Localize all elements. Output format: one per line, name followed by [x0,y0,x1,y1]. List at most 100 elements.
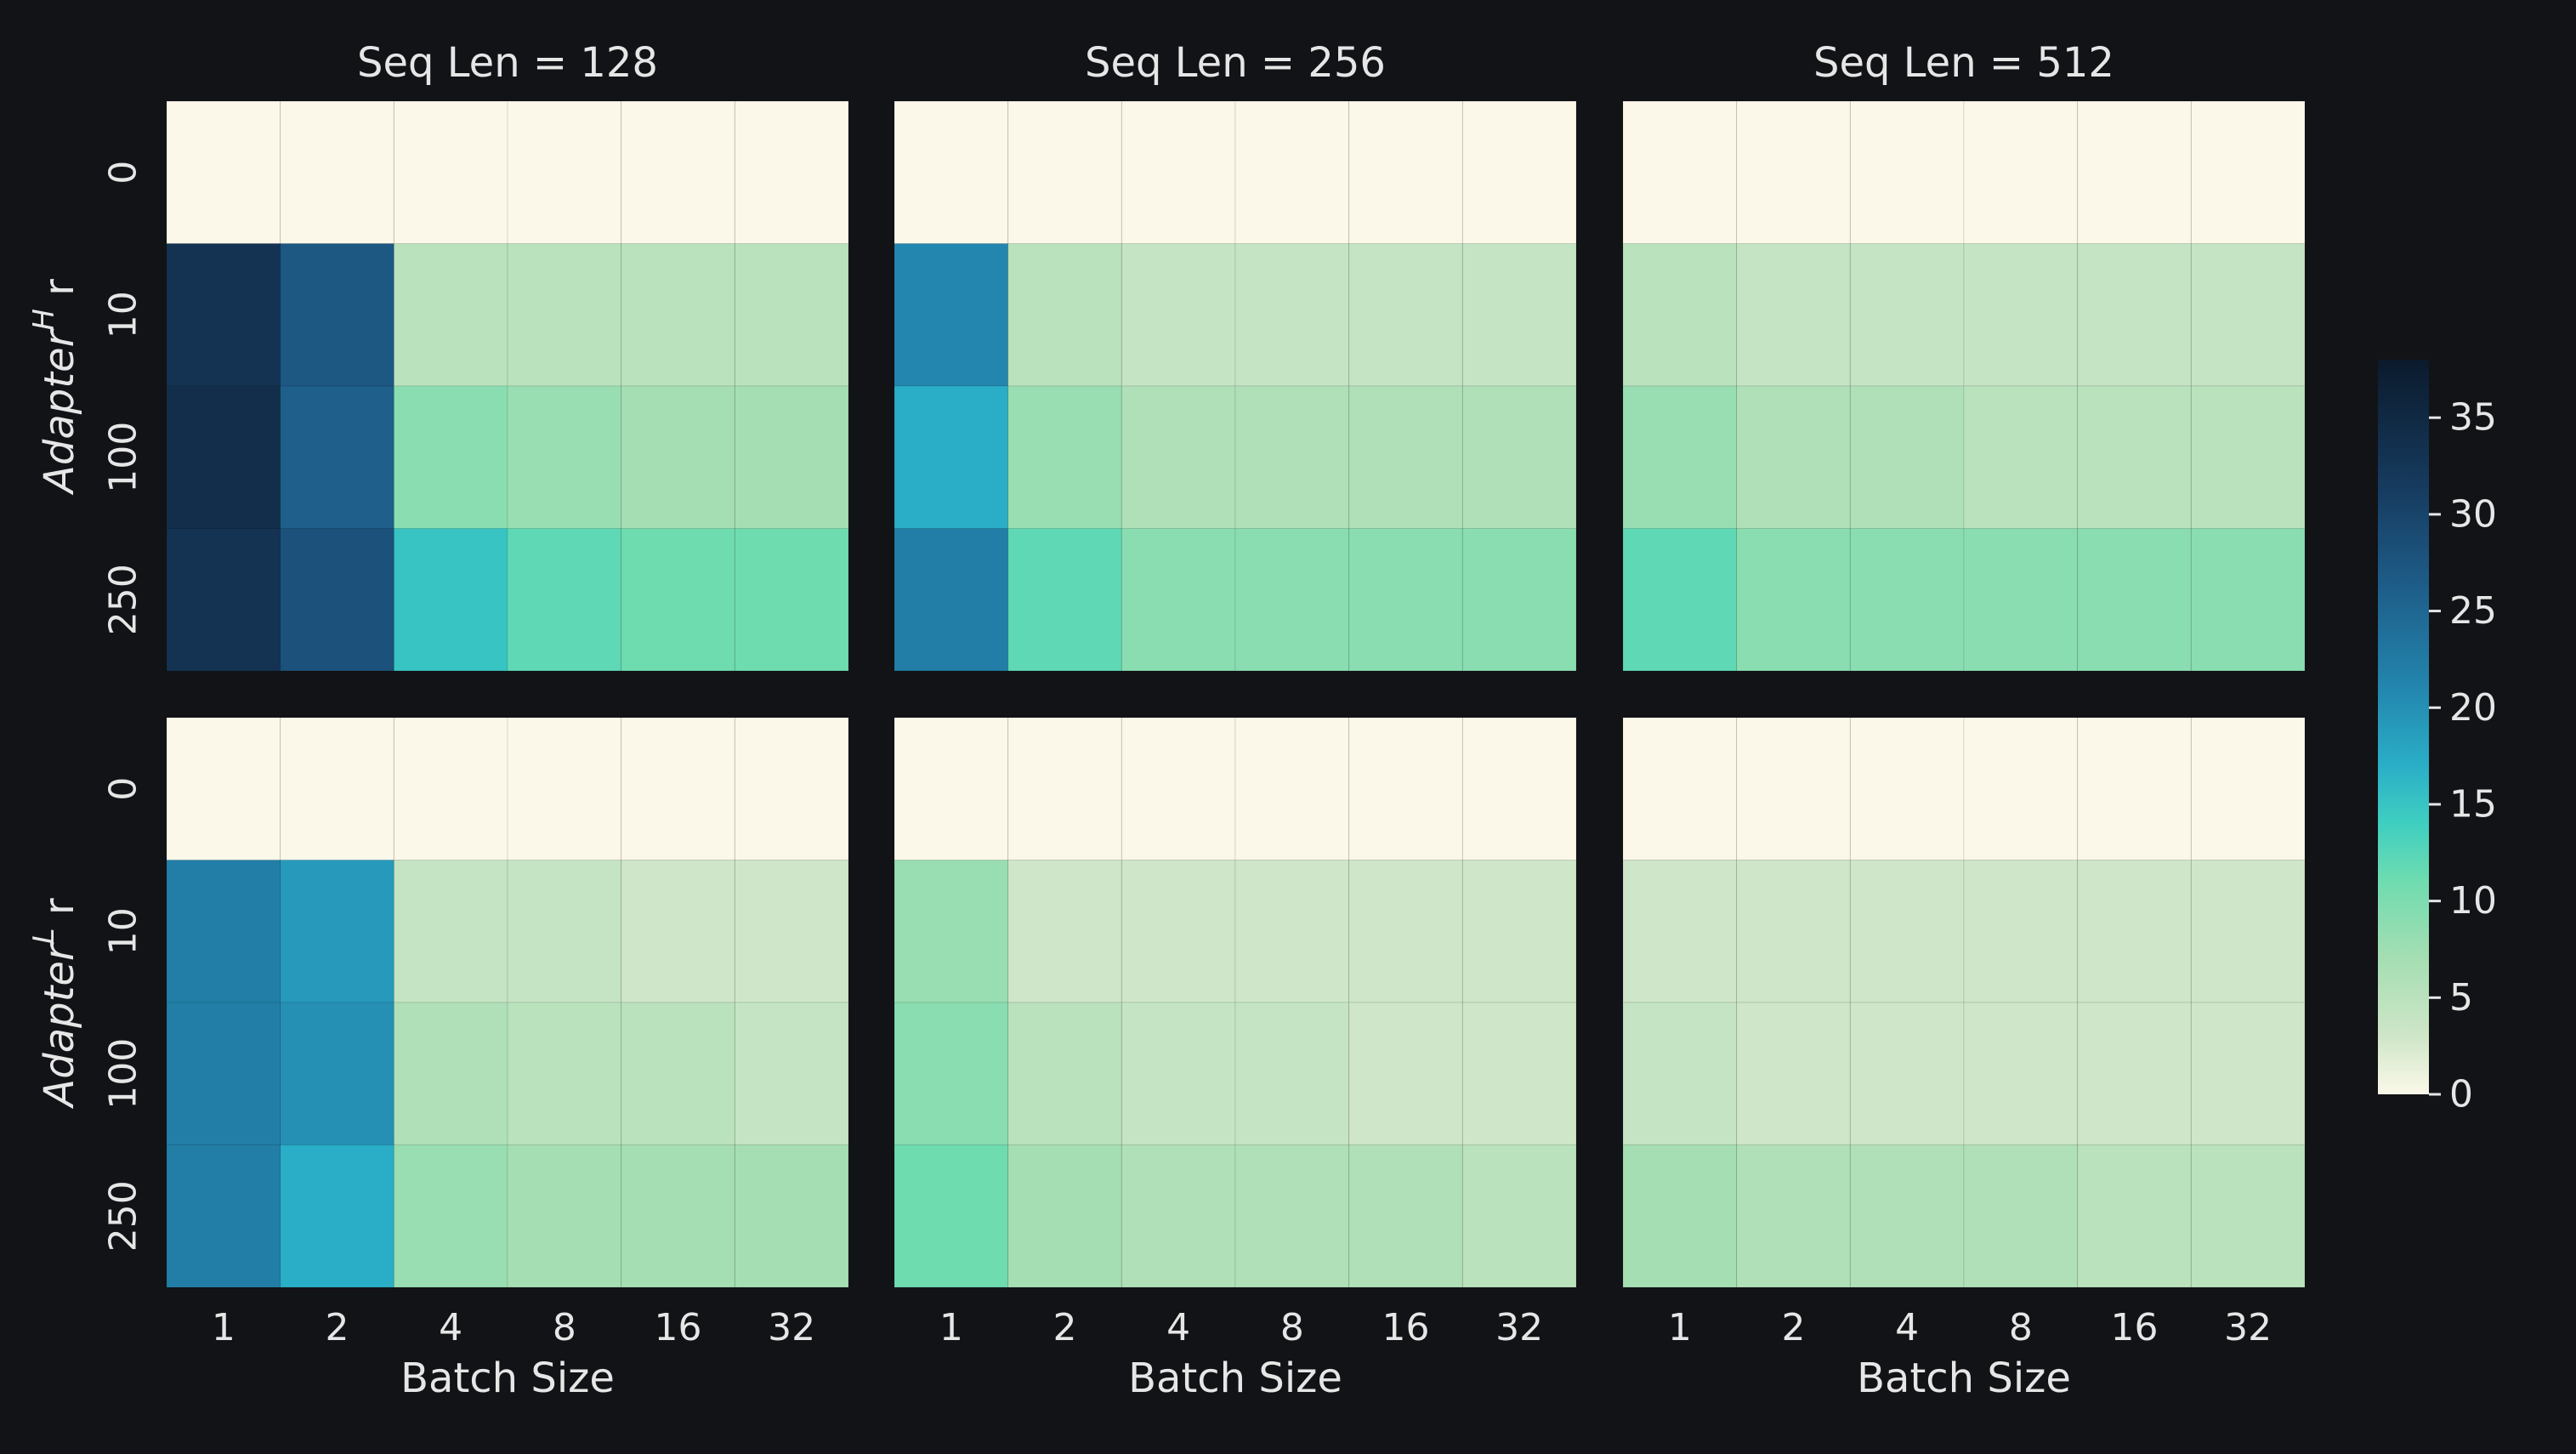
heatmap-cell [1461,528,1577,672]
heatmap-cell [280,860,394,1003]
heatmap-cell [1622,100,1738,244]
y-axis-label-main: Adapter [36,941,83,1110]
heatmap-cell [507,100,622,244]
heatmap-cell [393,100,508,244]
heatmap-cell [734,860,849,1003]
heatmap-cell [166,1144,281,1288]
heatmap-cell [2077,717,2192,860]
heatmap-cell [621,528,735,672]
heatmap-cell [393,528,508,672]
heatmap-cell [1007,528,1122,672]
heatmap-cell [1622,717,1738,860]
heatmap-cell [1234,860,1350,1003]
heatmap-cell [1234,243,1350,387]
y-tick-label: 250 [102,1180,145,1252]
heatmap-cell [894,243,1009,387]
x-axis-label: Batch Size [400,1355,615,1402]
heatmap-cell [1963,100,2079,244]
heatmap-panel-r0-c2 [1622,100,2306,672]
colorbar-tick-label: 15 [2449,782,2497,826]
y-axis-label: AdapterH r [27,279,83,496]
heatmap-cell [621,243,735,387]
heatmap-cell [894,860,1009,1003]
heatmap-cell [1348,1144,1463,1288]
x-tick-label: 4 [1895,1306,1919,1349]
heatmap-cell [507,717,622,860]
heatmap-cell [621,100,735,244]
heatmap-cell [393,1002,508,1145]
heatmap-cell [393,385,508,529]
heatmap-cell [1736,860,1851,1003]
heatmap-cell [2077,528,2192,672]
heatmap-cell [1234,717,1350,860]
heatmap-cell [280,528,394,672]
heatmap-cell [166,385,281,529]
heatmap-cell [2077,860,2192,1003]
x-tick-label: 1 [1668,1306,1692,1349]
x-tick-label: 32 [2224,1306,2272,1349]
heatmap-panel-r1-c2 [1622,717,2306,1288]
heatmap-cell [1963,385,2079,529]
heatmap-cell [621,1144,735,1288]
heatmap-cell [621,860,735,1003]
heatmap-cell [734,528,849,672]
heatmap-cell [1849,860,1965,1003]
heatmap-cell [1963,717,2079,860]
heatmap-cell [1234,528,1350,672]
heatmap-cell [1121,717,1236,860]
heatmap-cell [1622,1144,1738,1288]
y-tick-label: 100 [102,1038,145,1110]
heatmap-cell [1461,1002,1577,1145]
heatmap-cell [280,1002,394,1145]
colorbar-gradient [2378,360,2429,1094]
heatmap-cell [507,385,622,529]
heatmap-cell [1963,1144,2079,1288]
heatmap-cell [280,717,394,860]
heatmap-cell [2077,1144,2192,1288]
heatmap-cell [2077,243,2192,387]
heatmap-cell [166,717,281,860]
heatmap-cell [1849,1002,1965,1145]
colorbar-tick-label: 25 [2449,589,2497,633]
heatmap-cell [1849,1144,1965,1288]
colorbar-tick-label: 20 [2449,686,2497,730]
heatmap-cell [1736,100,1851,244]
heatmap-cell [1007,860,1122,1003]
heatmap-panels [166,100,2306,1288]
heatmap-cell [166,100,281,244]
y-axis-label-suffix: r [36,279,83,309]
heatmap-cell [2190,860,2306,1003]
heatmap-cell [621,1002,735,1145]
heatmap-cell [1736,528,1851,672]
y-tick-label: 250 [102,564,145,635]
heatmap-cell [734,1144,849,1288]
heatmap-cell [1736,1144,1851,1288]
heatmap-cell [1461,100,1577,244]
heatmap-cell [894,528,1009,672]
heatmap-cell [166,243,281,387]
heatmap-cell [280,243,394,387]
heatmap-cell [1121,1144,1236,1288]
heatmap-cell [894,1144,1009,1288]
heatmap-cell [1849,528,1965,672]
heatmap-cell [1622,528,1738,672]
heatmap-cell [734,1002,849,1145]
heatmap-cell [166,860,281,1003]
y-axis-label-main: Adapter [36,327,83,496]
x-tick-label: 4 [439,1306,462,1349]
heatmap-cell [1622,243,1738,387]
heatmap-cell [1348,717,1463,860]
heatmap-cell [1849,717,1965,860]
heatmap-cell [1121,860,1236,1003]
heatmap-cell [1007,717,1122,860]
y-axis-label-sup: L [27,928,61,944]
colorbar-tick-label: 5 [2449,976,2473,1020]
heatmap-cell [1736,717,1851,860]
heatmap-panel-r0-c1 [894,100,1577,672]
colorbar-tick-label: 35 [2449,396,2497,440]
heatmap-cell [1963,1002,2079,1145]
heatmap-cell [621,385,735,529]
heatmap-cell [1622,385,1738,529]
heatmap-cell [894,385,1009,529]
facet-title: Seq Len = 256 [1085,39,1386,87]
